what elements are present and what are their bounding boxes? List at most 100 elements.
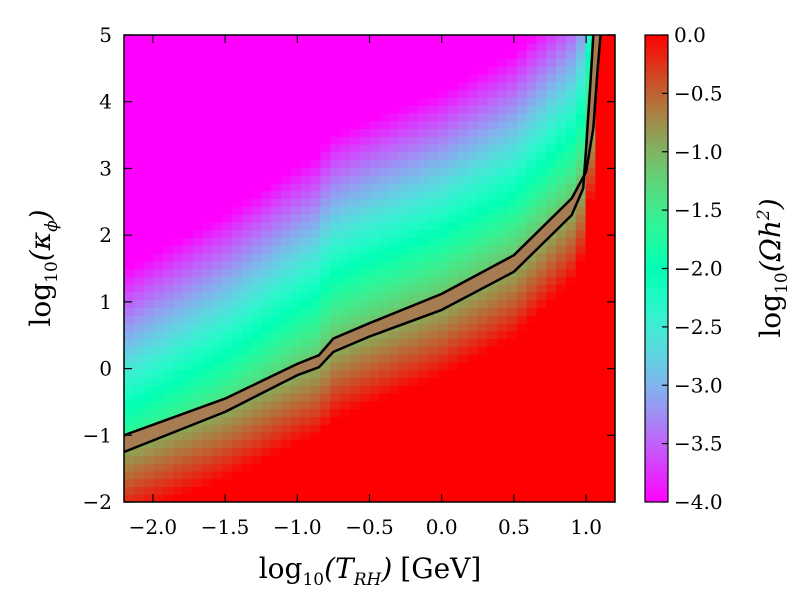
heatmap-cell	[232, 151, 243, 161]
heatmap-cell	[379, 377, 390, 386]
heatmap-cell	[379, 252, 390, 262]
heatmap-cell	[349, 143, 361, 153]
heatmap-cell	[241, 252, 253, 262]
heatmap-cell	[340, 322, 351, 332]
heatmap-cell	[163, 167, 174, 176]
heatmap-cell	[222, 470, 233, 480]
heatmap-cell	[202, 190, 213, 200]
heatmap-cell	[192, 42, 204, 52]
heatmap-cell	[192, 50, 204, 59]
heatmap-cell	[605, 252, 615, 262]
heatmap-cell	[585, 455, 596, 464]
heatmap-cell	[575, 245, 587, 254]
heatmap-cell	[467, 214, 479, 223]
heatmap-cell	[261, 245, 272, 254]
heatmap-cell	[369, 120, 380, 129]
heatmap-cell	[477, 315, 488, 324]
heatmap-cell	[546, 486, 557, 495]
heatmap-cell	[605, 284, 615, 293]
heatmap-cell	[310, 494, 321, 502]
heatmap-cell	[310, 66, 321, 75]
heatmap-cell	[222, 439, 233, 449]
heatmap-cell	[448, 182, 459, 192]
heatmap-cell	[143, 307, 155, 316]
heatmap-cell	[143, 260, 155, 270]
heatmap-cell	[143, 81, 155, 91]
heatmap-cell	[536, 35, 547, 44]
heatmap-cell	[526, 315, 538, 324]
heatmap-cell	[320, 89, 331, 98]
heatmap-cell	[271, 299, 282, 309]
heatmap-cell	[300, 120, 312, 129]
heatmap-cell	[340, 346, 351, 355]
heatmap-cell	[281, 97, 292, 106]
heatmap-cell	[506, 330, 518, 340]
heatmap-cell	[124, 252, 135, 262]
heatmap-cell	[349, 190, 361, 200]
heatmap-cell	[300, 369, 312, 379]
heatmap-cell	[585, 369, 596, 379]
heatmap-cell	[477, 424, 488, 433]
heatmap-cell	[467, 136, 479, 145]
heatmap-cell	[556, 338, 567, 347]
heatmap-cell	[546, 424, 557, 433]
heatmap-cell	[182, 431, 194, 441]
heatmap-cell	[163, 245, 174, 254]
heatmap-cell	[487, 494, 498, 502]
heatmap-cell	[516, 120, 528, 129]
heatmap-cell	[408, 35, 420, 44]
heatmap-cell	[546, 128, 557, 137]
heatmap-cell	[133, 385, 145, 394]
heatmap-cell	[241, 112, 253, 122]
heatmap-cell	[153, 159, 164, 168]
heatmap-cell	[310, 237, 321, 246]
heatmap-cell	[379, 276, 390, 285]
heatmap-cell	[300, 276, 312, 285]
heatmap-cell	[497, 439, 508, 449]
heatmap-cell	[349, 284, 361, 293]
heatmap-cell	[340, 175, 351, 184]
heatmap-cell	[506, 143, 518, 153]
heatmap-cell	[556, 252, 567, 262]
heatmap-cell	[153, 190, 164, 200]
heatmap-cell	[389, 42, 400, 52]
heatmap-cell	[497, 276, 508, 285]
heatmap-cell	[467, 494, 479, 502]
heatmap-cell	[595, 214, 606, 223]
heatmap-cell	[251, 276, 263, 285]
heatmap-cell	[330, 431, 341, 441]
heatmap-cell	[281, 361, 292, 371]
heatmap-cell	[349, 400, 361, 410]
heatmap-cell	[546, 354, 557, 363]
heatmap-cell	[182, 97, 194, 106]
heatmap-cell	[173, 494, 184, 502]
heatmap-cell	[565, 260, 577, 270]
heatmap-cell	[379, 431, 390, 441]
heatmap-cell	[192, 486, 204, 495]
heatmap-cell	[438, 159, 449, 168]
heatmap-cell	[438, 470, 449, 480]
heatmap-cell	[448, 338, 459, 347]
heatmap-cell	[418, 385, 430, 394]
heatmap-cell	[222, 136, 233, 145]
heatmap-cell	[261, 338, 272, 347]
heatmap-cell	[516, 136, 528, 145]
heatmap-cell	[232, 190, 243, 200]
heatmap-cell	[556, 346, 567, 355]
heatmap-cell	[143, 175, 155, 184]
heatmap-cell	[320, 50, 331, 59]
heatmap-cell	[251, 291, 263, 301]
heatmap-cell	[163, 315, 174, 324]
heatmap-cell	[163, 50, 174, 59]
heatmap-cell	[595, 112, 606, 122]
heatmap-cell	[222, 35, 233, 44]
heatmap-cell	[526, 58, 538, 67]
heatmap-cell	[585, 151, 596, 161]
heatmap-cell	[212, 58, 223, 67]
heatmap-cell	[192, 159, 204, 168]
heatmap-cell	[418, 58, 430, 67]
heatmap-cell	[143, 112, 155, 122]
heatmap-cell	[133, 447, 145, 456]
heatmap-cell	[163, 151, 174, 161]
heatmap-cell	[369, 97, 380, 106]
